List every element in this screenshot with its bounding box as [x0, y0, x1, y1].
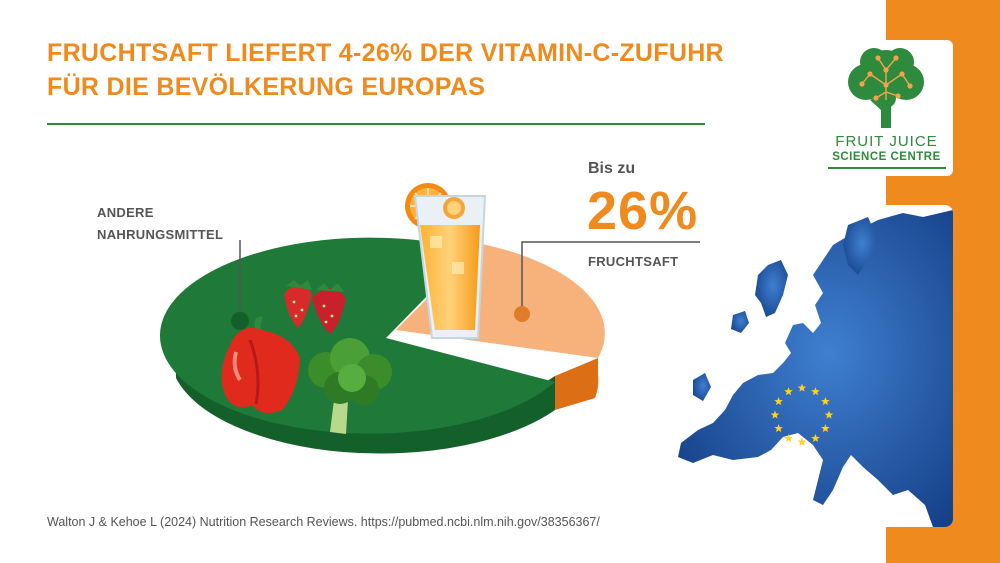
title-line-2: FÜR DIE BEVÖLKERUNG EUROPAS: [47, 73, 486, 101]
logo-text-fruit-juice: FRUIT JUICE: [835, 133, 938, 150]
pie-slice-juice-side: [555, 358, 599, 410]
eu-star: [797, 383, 807, 392]
leader-dot-other: [231, 312, 249, 330]
eu-star: [784, 433, 793, 442]
logo-underline: [828, 167, 946, 169]
strawberry-icon: [284, 280, 346, 334]
eu-stars-icon: [770, 383, 834, 446]
source-citation: Walton J & Kehoe L (2024) Nutrition Rese…: [47, 515, 600, 529]
eu-star: [774, 424, 783, 433]
logo-panel: FRUIT JUICE SCIENCE CENTRE: [820, 40, 953, 176]
label-percent: 26%: [587, 181, 699, 241]
title-divider: [47, 123, 705, 125]
eu-star: [770, 410, 780, 419]
leader-line-juice: [521, 241, 700, 313]
label-bis-zu: Bis zu: [588, 160, 636, 177]
label-other-foods: ANDERE NAHRUNGSMITTEL: [97, 202, 223, 246]
eu-star: [784, 387, 793, 396]
eu-star: [824, 410, 834, 419]
europe-map-icon: [678, 210, 953, 527]
orange-juice-glass-icon: [405, 183, 487, 339]
label-other-line-2: NAHRUNGSMITTEL: [97, 227, 224, 242]
eu-star: [821, 397, 830, 406]
red-pepper-icon: [221, 316, 300, 414]
pie-chart: [159, 183, 834, 454]
page-title: FRUCHTSAFT LIEFERT 4-26% DER VITAMIN-C-Z…: [47, 36, 747, 104]
logo-text-science-centre: SCIENCE CENTRE: [832, 151, 941, 163]
eu-star: [811, 433, 820, 442]
label-other-line-1: ANDERE: [97, 205, 154, 220]
eu-star: [821, 424, 830, 433]
pie-slice-other-side: [176, 343, 555, 454]
europe-map-panel: [663, 205, 953, 527]
tree-logo-icon: [848, 48, 924, 128]
label-juice: FRUCHTSAFT: [588, 254, 679, 269]
eu-star: [811, 387, 820, 396]
title-line-1: FRUCHTSAFT LIEFERT 4-26% DER VITAMIN-C-Z…: [47, 39, 724, 67]
eu-star: [797, 437, 807, 446]
broccoli-icon: [308, 338, 392, 434]
leader-dot-juice: [514, 306, 530, 322]
eu-star: [774, 397, 783, 406]
